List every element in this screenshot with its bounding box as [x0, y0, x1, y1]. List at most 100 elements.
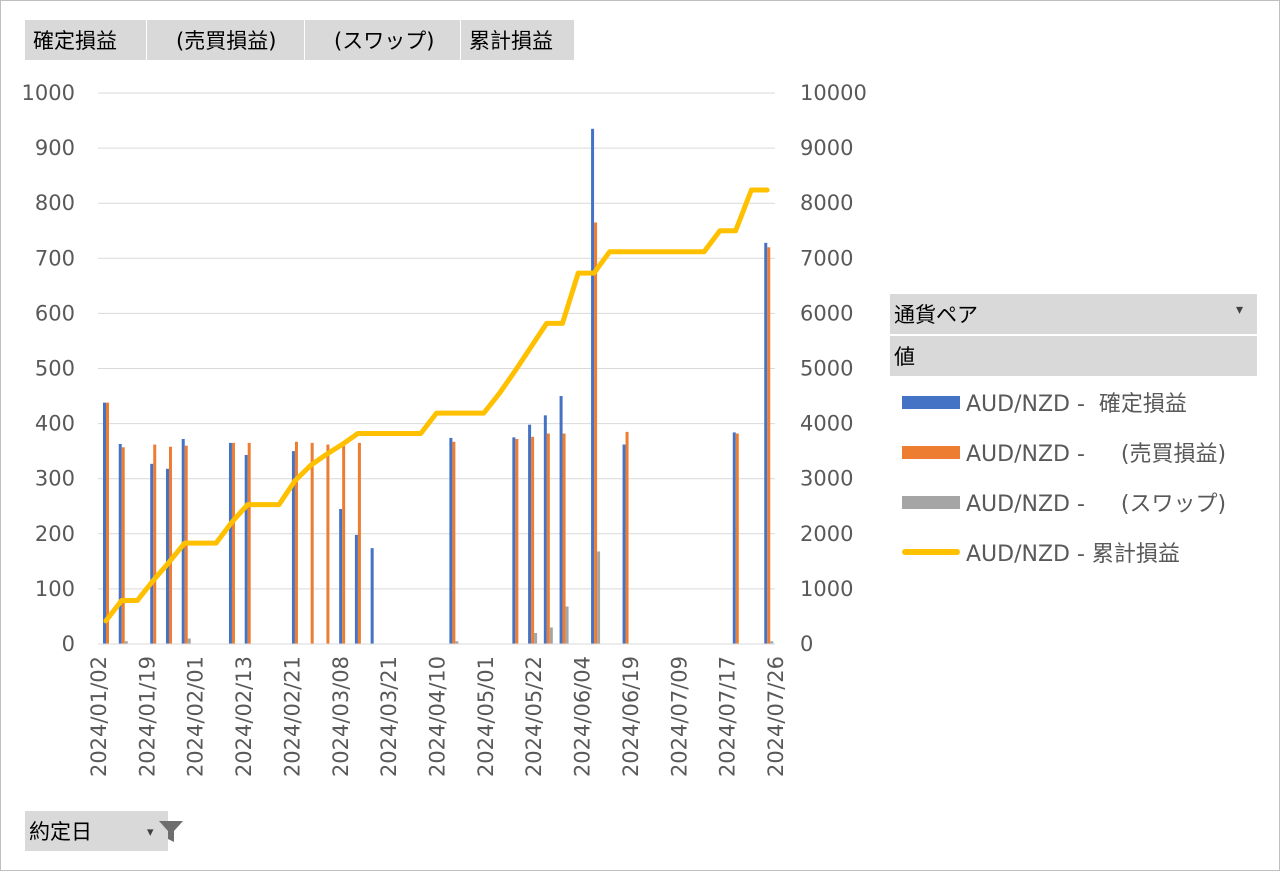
bar — [770, 641, 774, 644]
bar — [103, 402, 106, 644]
legend-swatch-icon — [902, 495, 960, 509]
x-tick-label: 2024/02/13 — [232, 656, 256, 777]
y-right-tick-label: 8000 — [800, 191, 853, 215]
bar — [310, 442, 314, 644]
y-right-tick-label: 10000 — [800, 81, 867, 105]
value-field-bar: 確定損益 (売買損益) (スワップ) 累計損益 — [25, 20, 575, 60]
bar — [452, 441, 456, 644]
y-left-tick-label: 400 — [35, 412, 75, 436]
y-left-tick-label: 300 — [35, 467, 75, 491]
bar — [106, 402, 109, 644]
legend-item-swap[interactable]: AUD/NZD - (スワップ) — [902, 487, 1226, 517]
legend-swatch-icon — [902, 445, 960, 459]
field-button-swap[interactable]: (スワップ) — [305, 20, 461, 60]
bar — [559, 396, 563, 644]
bar — [150, 463, 154, 644]
bar — [294, 441, 298, 644]
legend-swatch-icon — [902, 395, 960, 409]
legend-values-header: 値 — [890, 336, 1257, 376]
y-right-tick-label: 4000 — [800, 412, 853, 436]
bar — [735, 433, 739, 644]
bar — [357, 442, 361, 644]
y-left-tick-label: 500 — [35, 357, 75, 381]
bar — [455, 641, 459, 644]
filter-funnel-icon — [159, 821, 183, 842]
bar — [597, 551, 601, 644]
dropdown-arrow-icon: ▾ — [147, 825, 154, 840]
legend-item-label: AUD/NZD - (売買損益) — [966, 442, 1227, 467]
legend-subheader-label: 値 — [894, 345, 915, 369]
y-right-tick-label: 2000 — [800, 522, 853, 546]
y-right-tick-label: 6000 — [800, 301, 853, 325]
y-left-tick-label: 800 — [35, 191, 75, 215]
x-tick-label: 2024/01/02 — [87, 656, 111, 777]
x-tick-label: 2024/02/21 — [280, 656, 304, 777]
bar — [594, 222, 598, 645]
bar — [546, 433, 550, 644]
y-right-tick-label: 1000 — [800, 577, 853, 601]
date-axis-filter-button[interactable]: 約定日 ▾ — [25, 811, 183, 851]
legend-item-label: AUD/NZD - 累計損益 — [966, 542, 1180, 567]
bar — [231, 442, 235, 644]
bar — [168, 446, 172, 644]
bar — [732, 432, 736, 644]
y-left-tick-label: 200 — [35, 522, 75, 546]
bar — [591, 128, 595, 644]
bar — [354, 534, 358, 644]
bar — [767, 247, 771, 644]
cumulative-line — [103, 187, 770, 624]
bar — [244, 455, 248, 644]
legend-currency-pair-filter[interactable]: 通貨ペア ▾ — [890, 294, 1257, 334]
x-tick-label: 2024/01/19 — [135, 656, 159, 777]
date-filter-label: 約定日 — [29, 820, 92, 844]
bar — [449, 437, 453, 644]
y-left-tick-label: 0 — [62, 632, 75, 656]
field-button-realized-pl[interactable]: 確定損益 — [25, 20, 147, 60]
x-tick-label: 2024/07/26 — [764, 656, 788, 777]
x-tick-label: 2024/03/21 — [377, 656, 401, 777]
x-tick-label: 2024/03/08 — [329, 656, 353, 777]
bar — [121, 447, 125, 644]
bar — [534, 632, 538, 644]
x-tick-label: 2024/05/01 — [474, 656, 498, 777]
field-button-cumulative-pl[interactable]: 累計損益 — [461, 20, 575, 60]
legend-item-realized-pl[interactable]: AUD/NZD - 確定損益 — [902, 387, 1187, 417]
bar — [247, 442, 251, 644]
y-right-tick-label: 3000 — [800, 467, 853, 491]
x-tick-label: 2024/06/19 — [619, 656, 643, 777]
legend-item-cumulative-pl[interactable]: AUD/NZD - 累計損益 — [902, 537, 1180, 567]
x-tick-label: 2024/05/22 — [522, 656, 546, 777]
bar — [528, 424, 532, 644]
bar — [187, 638, 191, 644]
y-right-tick-label: 0 — [800, 632, 813, 656]
legend-item-label: AUD/NZD - (スワップ) — [966, 492, 1227, 517]
y-right-tick-label: 9000 — [800, 136, 853, 160]
bar — [153, 444, 157, 644]
bar — [339, 509, 343, 644]
legend-item-trading-pl[interactable]: AUD/NZD - (売買損益) — [902, 437, 1226, 467]
bar — [512, 437, 516, 644]
x-tick-label: 2024/04/10 — [426, 656, 450, 777]
bar — [291, 451, 295, 644]
bar — [124, 641, 128, 644]
bar — [515, 439, 519, 644]
bar — [370, 548, 374, 644]
bar — [342, 445, 346, 644]
bar — [531, 436, 535, 644]
y-left-tick-label: 600 — [35, 301, 75, 325]
bar — [543, 415, 547, 644]
bar — [562, 433, 566, 644]
x-tick-label: 2024/02/01 — [184, 656, 208, 777]
dropdown-arrow-icon[interactable]: ▾ — [1235, 302, 1243, 318]
y-right-tick-label: 7000 — [800, 246, 853, 270]
legend-line-icon — [902, 549, 960, 555]
field-button-trading-pl[interactable]: (売買損益) — [147, 20, 305, 60]
bar — [326, 444, 330, 644]
bar — [549, 627, 553, 644]
bar — [622, 444, 626, 644]
x-tick-label: 2024/06/04 — [571, 656, 595, 777]
y-left-tick-label: 1000 — [22, 81, 75, 105]
y-left-tick-label: 700 — [35, 246, 75, 270]
